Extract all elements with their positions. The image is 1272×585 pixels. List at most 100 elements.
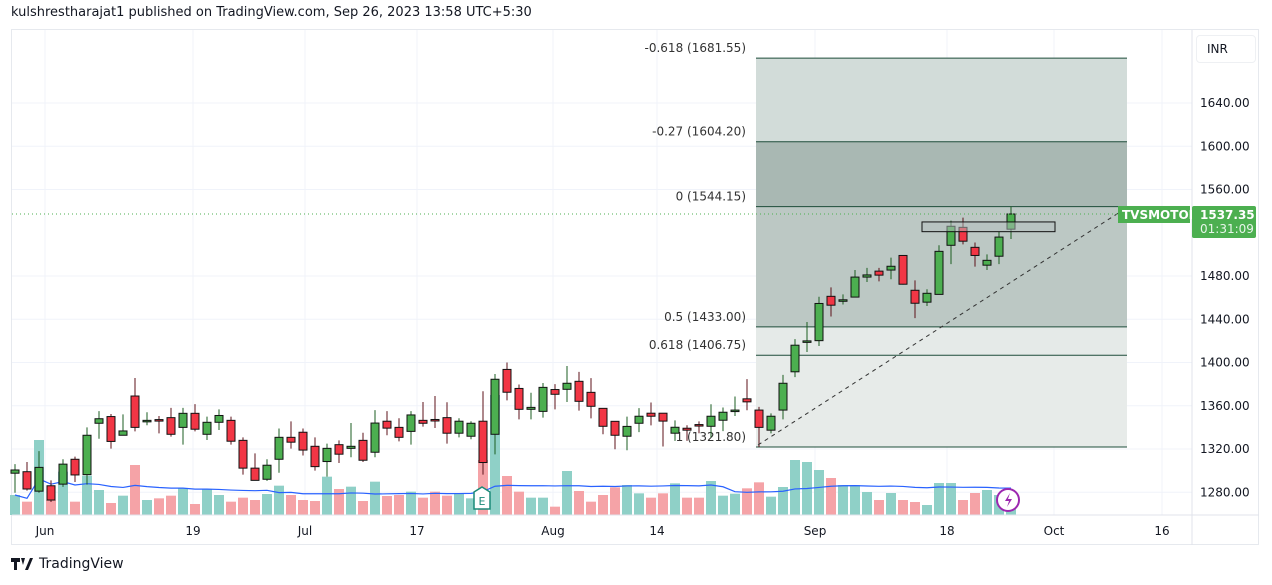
candle-body — [346, 445, 356, 449]
candle-body — [298, 431, 308, 451]
volume-bar — [286, 495, 296, 515]
candle-body — [886, 265, 896, 271]
candle-body — [766, 415, 776, 431]
candle-body — [142, 419, 152, 423]
volume-bar — [538, 497, 548, 515]
volume-bar — [622, 485, 632, 515]
candle-body — [418, 419, 428, 424]
candle-body — [82, 434, 92, 476]
zone-rectangle — [921, 221, 1056, 233]
volume-bar — [886, 493, 896, 515]
volume-bar — [838, 485, 848, 515]
volume-bar — [10, 495, 20, 515]
volume-bar — [958, 500, 968, 515]
volume-bar — [634, 493, 644, 515]
symbol-name-badge — [1118, 205, 1190, 223]
volume-bar — [466, 498, 476, 515]
candle-body — [10, 469, 20, 474]
candle-body — [226, 419, 236, 442]
volume-bar — [646, 497, 656, 515]
fib-level-label: -0.618 (1681.55) — [645, 41, 746, 55]
volume-bar — [382, 496, 392, 515]
candle-body — [442, 417, 452, 434]
volume-bar — [754, 482, 764, 515]
volume-bar — [154, 498, 164, 515]
last-price-badge — [1192, 205, 1256, 238]
fib-level-label: -0.27 (1604.20) — [652, 125, 746, 139]
volume-bar — [298, 500, 308, 515]
volume-bar — [790, 460, 800, 515]
candle-body — [370, 422, 380, 453]
candle-body — [526, 406, 536, 410]
candle-body — [790, 344, 800, 373]
volume-bar — [94, 490, 104, 515]
volume-bar — [430, 491, 440, 515]
candle-body — [190, 412, 200, 430]
candle-body — [970, 246, 980, 256]
candle-body — [406, 414, 416, 432]
currency-button[interactable]: INR — [1196, 35, 1256, 63]
volume-bar — [670, 483, 680, 515]
time-tick-label: Jun — [35, 524, 55, 538]
volume-bar — [490, 395, 500, 515]
volume-bar — [106, 503, 116, 515]
volume-bar — [778, 487, 788, 515]
volume-bar — [946, 483, 956, 515]
volume-bar — [682, 497, 692, 515]
volume-bar — [982, 490, 992, 515]
volume-bar — [214, 495, 224, 515]
volume-bar — [262, 494, 272, 515]
volume-bar — [406, 491, 416, 515]
volume-bar — [130, 465, 140, 515]
candle-body — [754, 409, 764, 428]
volume-bar — [142, 500, 152, 515]
candle-body — [238, 439, 248, 469]
fib-band — [756, 355, 1127, 448]
volume-bar — [874, 500, 884, 515]
volume-bar — [862, 492, 872, 515]
candles — [10, 206, 1016, 502]
time-tick-label: Aug — [541, 524, 564, 538]
volume-bar — [766, 496, 776, 515]
volume-bar — [202, 489, 212, 515]
candle-body — [574, 380, 584, 402]
candle-body — [490, 378, 500, 435]
candle-body — [454, 420, 464, 434]
volume-bar — [898, 500, 908, 515]
fib-level-label: 0.618 (1406.75) — [649, 338, 746, 352]
volume-bar — [442, 495, 452, 515]
fib-band — [756, 326, 1127, 356]
fib-band — [756, 58, 1127, 142]
price-tick-label: 1400.00 — [1200, 356, 1250, 370]
candle-body — [538, 386, 548, 412]
candle-body — [310, 445, 320, 468]
volume-bar — [322, 476, 332, 515]
volume-bar — [586, 501, 596, 515]
earnings-icon-letter: E — [479, 495, 486, 508]
candle-body — [934, 250, 944, 295]
volume-bar — [922, 505, 932, 515]
candle-body — [514, 387, 524, 410]
candle-body — [778, 382, 788, 411]
chart-frame — [11, 29, 1259, 545]
candle-body — [358, 439, 368, 461]
candle-body — [994, 236, 1004, 257]
volume-bar — [814, 470, 824, 515]
time-tick-label: 16 — [1154, 524, 1169, 538]
volume-bar — [70, 501, 80, 515]
candle-body — [694, 424, 704, 427]
candle-body — [898, 254, 908, 285]
candle-body — [106, 416, 116, 442]
time-tick-label: Jul — [297, 524, 312, 538]
price-tick-label: 1440.00 — [1200, 312, 1250, 326]
time-tick-label: 17 — [409, 524, 424, 538]
footer-brand: TradingView — [39, 556, 124, 572]
candle-body — [814, 302, 824, 342]
candle-body — [166, 417, 176, 435]
candle-body — [322, 447, 332, 463]
candle-body — [22, 471, 32, 490]
candle-body — [130, 395, 140, 428]
volume-bar — [742, 488, 752, 515]
candle-body — [334, 444, 344, 455]
